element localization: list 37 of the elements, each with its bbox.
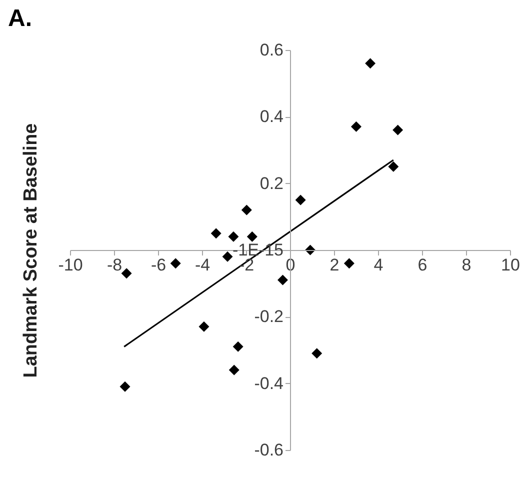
point bbox=[365, 58, 376, 69]
x-tick-label: -8 bbox=[106, 256, 122, 274]
point bbox=[344, 258, 354, 269]
point bbox=[210, 228, 222, 239]
y-tick-label: 0.2 bbox=[260, 174, 284, 193]
point bbox=[295, 194, 306, 206]
point bbox=[350, 121, 362, 132]
x-tick-label: 10 bbox=[501, 256, 520, 274]
point bbox=[277, 274, 288, 286]
y-tick-label: -0.6 bbox=[254, 440, 284, 460]
point bbox=[170, 258, 181, 269]
point bbox=[246, 231, 258, 242]
point bbox=[392, 124, 404, 136]
point bbox=[120, 381, 130, 392]
point bbox=[388, 161, 399, 172]
x-tick-label: 8 bbox=[462, 256, 472, 274]
x-tick-label: -10 bbox=[58, 256, 83, 274]
x-tick-label: 2 bbox=[330, 256, 340, 274]
point bbox=[222, 251, 233, 262]
point bbox=[198, 321, 210, 332]
point bbox=[232, 341, 244, 352]
point bbox=[228, 364, 240, 376]
y-axis-title: Landmark Score at Baseline bbox=[20, 123, 42, 378]
point bbox=[228, 231, 239, 242]
x-tick-label: 4 bbox=[374, 256, 384, 274]
y-tick-label: 0.6 bbox=[260, 40, 284, 60]
point bbox=[121, 268, 132, 279]
y-tick-label: -1E-15 bbox=[232, 240, 284, 260]
point bbox=[241, 204, 252, 216]
chart-title: A. bbox=[8, 5, 32, 32]
point bbox=[312, 348, 322, 359]
y-tick-label: -0.4 bbox=[254, 374, 284, 393]
x-tick-label: 6 bbox=[418, 256, 428, 274]
y-tick-label: -0.2 bbox=[254, 307, 284, 326]
x-tick-label: -6 bbox=[150, 256, 166, 274]
x-tick-label: -4 bbox=[194, 256, 210, 274]
y-tick-label: 0.4 bbox=[260, 107, 284, 126]
